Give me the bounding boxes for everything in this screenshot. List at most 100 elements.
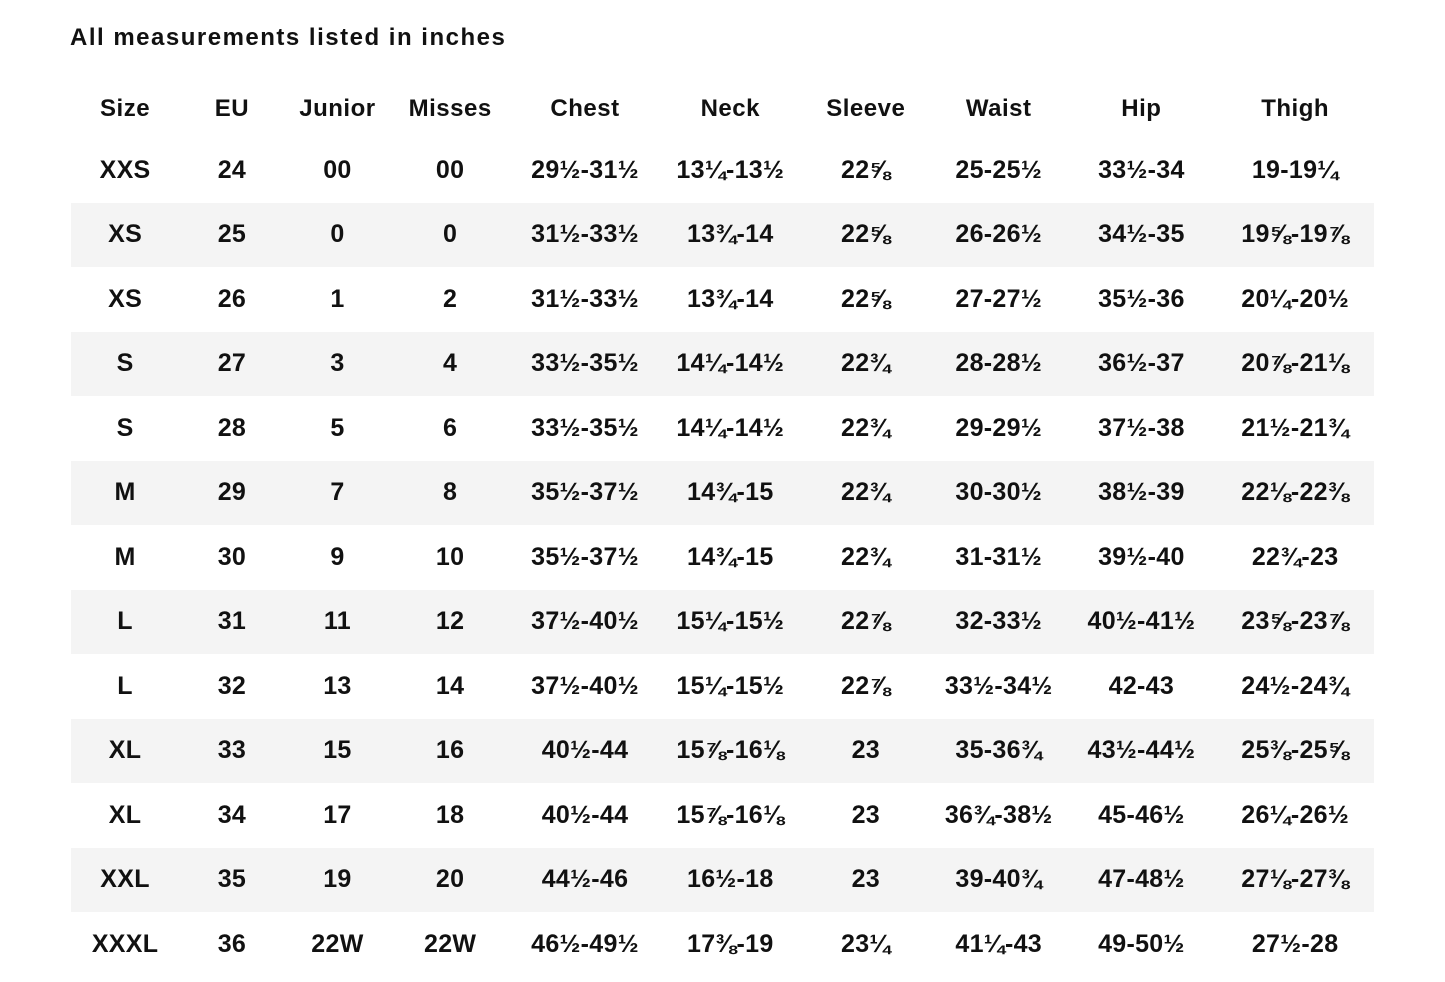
table-cell: 22¾ <box>841 478 891 507</box>
table-cell: 16½-18 <box>686 865 774 894</box>
table-cell: 28 <box>217 413 247 442</box>
table-cell: 17 <box>323 800 352 829</box>
table-cell: 16 <box>435 736 465 765</box>
table-cell: 39½-40 <box>1098 542 1185 571</box>
table-cell: 46½-49½ <box>531 929 639 958</box>
table-cell: 8 <box>443 478 458 507</box>
table-cell: 26-26½ <box>955 220 1042 249</box>
column-header: Waist <box>965 95 1032 122</box>
table-cell: 37½-38 <box>1098 413 1185 442</box>
table-cell: 45-46½ <box>1098 800 1185 829</box>
table-cell: 18 <box>435 800 465 829</box>
table-cell: S <box>116 413 134 442</box>
table-cell: 42-43 <box>1108 671 1175 700</box>
table-cell: 22¾ <box>841 542 891 571</box>
table-cell: 35 <box>217 865 247 894</box>
table-row: XL 33 15 16 40½-44 15⅞-16⅛ 23 35-36¾ 43½-44½ 25⅜-… <box>71 718 1374 783</box>
table-cell: 33½-34 <box>1098 155 1185 184</box>
table-cell: 20⅞-21⅛ <box>1241 349 1350 378</box>
table-cell: XL <box>108 736 142 765</box>
table-cell: 22⅛-22⅜ <box>1241 478 1350 507</box>
table-cell: 36½-37 <box>1098 349 1185 378</box>
table-cell: 24 <box>217 155 247 184</box>
table-cell: 13¼-13½ <box>676 155 785 184</box>
table-cell: 0 <box>330 220 345 249</box>
table-cell: 12 <box>435 607 465 636</box>
table-cell: 23 <box>851 865 880 894</box>
table-row: XS 25 0 0 31½-33½ 13¾-14 22⅝ 26-26½ 34½-35 19⅝-19… <box>71 202 1374 267</box>
table-row: M 30 9 10 35½-37½ 14¾-15 22¾ 31-31½ 39½-40 22¾-23 <box>71 525 1374 590</box>
table-cell: 15⅞-16⅛ <box>676 736 785 765</box>
table-cell: 13¾-14 <box>686 284 774 313</box>
table-cell: 14¼-14½ <box>676 413 785 442</box>
table-cell: XXL <box>100 865 150 894</box>
table-cell: 32-33½ <box>955 607 1042 636</box>
table-cell: 15⅞-16⅛ <box>676 800 785 829</box>
table-cell: 38½-39 <box>1098 478 1185 507</box>
table-cell: 26 <box>217 284 247 313</box>
table-cell: 32 <box>217 671 247 700</box>
table-cell: 40½-44 <box>541 800 629 829</box>
table-cell: M <box>114 478 136 507</box>
table-cell: 20 <box>435 865 465 894</box>
table-row: XXS 24 00 00 29½-31½ 13¼-13½ 22⅝ 25-25½ 33½-34 19… <box>71 138 1374 203</box>
table-cell: XS <box>108 220 143 249</box>
table-cell: 47-48½ <box>1098 865 1185 894</box>
column-header: Size <box>100 95 151 122</box>
table-cell: L <box>117 607 133 636</box>
header-row: Size EU Junior Misses Chest Neck Sleeve Waist Hi… <box>71 80 1374 138</box>
table-cell: 19-19¼ <box>1251 155 1339 184</box>
column-header: Junior <box>299 95 376 122</box>
column-header: Hip <box>1121 95 1162 122</box>
table-cell: 14¾-15 <box>686 542 774 571</box>
table-row: L 31 11 12 37½-40½ 15¼-15½ 22⅞ 32-33½ 40½-41½ 23⅝… <box>71 589 1374 654</box>
table-cell: 35½-37½ <box>531 542 639 571</box>
table-row: XL 34 17 18 40½-44 15⅞-16⅛ 23 36¾-38½ 45-46½ 26¼-… <box>71 783 1374 848</box>
column-header: Chest <box>550 95 620 122</box>
table-cell: M <box>114 542 136 571</box>
table-cell: 22⅞ <box>841 607 891 636</box>
table-cell: XS <box>108 284 143 313</box>
table-cell: 6 <box>443 413 458 442</box>
table-cell: 33½-35½ <box>531 349 639 378</box>
table-cell: 22⅝ <box>841 284 891 313</box>
column-header: Neck <box>700 95 760 122</box>
table-cell: 22¾ <box>841 349 891 378</box>
table-cell: 31 <box>217 607 247 636</box>
table-cell: 25⅜-25⅝ <box>1241 736 1350 765</box>
table-row: M 29 7 8 35½-37½ 14¾-15 22¾ 30-30½ 38½-39 22⅛-22⅜ <box>71 460 1374 525</box>
table-cell: 36¾-38½ <box>944 800 1053 829</box>
table-row: XS 26 1 2 31½-33½ 13¾-14 22⅝ 27-27½ 35½-36 20¼-20… <box>71 267 1374 332</box>
table-cell: 37½-40½ <box>531 607 639 636</box>
table-cell: 15¼-15½ <box>676 607 785 636</box>
table-row: XXXL 36 22W 22W 46½-49½ 17⅜-19 23¼ 41¼-43 49-50½… <box>71 912 1374 977</box>
table-cell: 22⅝ <box>841 155 891 184</box>
table-cell: S <box>116 349 134 378</box>
table-cell: 29½-31½ <box>531 155 639 184</box>
table-cell: 35½-37½ <box>531 478 639 507</box>
table-cell: 19 <box>323 865 352 894</box>
table-cell: XXXL <box>91 929 159 958</box>
table-cell: 31½-33½ <box>531 284 639 313</box>
table-cell: 39-40¾ <box>955 865 1042 894</box>
table-row: XXL 35 19 20 44½-46 16½-18 23 39-40¾ 47-48½ 27⅛-2… <box>71 847 1374 912</box>
table-cell: 40½-44 <box>541 736 629 765</box>
column-header: Misses <box>408 95 492 122</box>
table-cell: 27 <box>217 349 247 378</box>
table-cell: 1 <box>330 284 345 313</box>
table-cell: 33½-35½ <box>531 413 639 442</box>
table-cell: 44½-46 <box>541 865 629 894</box>
table-cell: 41¼-43 <box>955 929 1042 958</box>
table-row: S 28 5 6 33½-35½ 14¼-14½ 22¾ 29-29½ 37½-38 21½-21… <box>71 396 1374 461</box>
table-cell: 23⅝-23⅞ <box>1241 607 1350 636</box>
table-cell: 19⅝-19⅞ <box>1241 220 1350 249</box>
table-cell: 23¼ <box>841 929 891 958</box>
table-cell: 31½-33½ <box>531 220 639 249</box>
table-cell: 27½-28 <box>1251 929 1339 958</box>
table-cell: 9 <box>330 542 345 571</box>
table-cell: 40½-41½ <box>1087 607 1196 636</box>
table-cell: 17⅜-19 <box>686 929 774 958</box>
table-cell: 29 <box>217 478 247 507</box>
table-cell: 27-27½ <box>955 284 1042 313</box>
table-cell: 15 <box>323 736 352 765</box>
